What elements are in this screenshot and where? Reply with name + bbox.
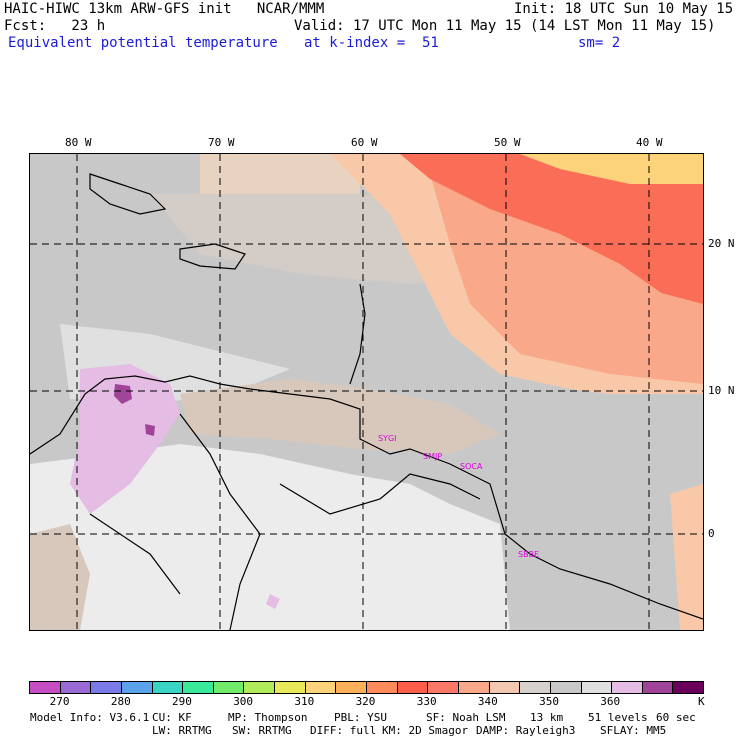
field-region-magenta xyxy=(114,384,132,404)
field-region-lavender-2 xyxy=(266,594,280,609)
station-sbbe: SBBE xyxy=(518,550,539,559)
station-soca: SOCA xyxy=(460,462,483,471)
field-name: Equivalent potential temperature xyxy=(8,35,278,51)
colorbar-swatch xyxy=(183,682,214,693)
colorbar-swatch xyxy=(244,682,276,693)
colorbar-tick-label: 290 xyxy=(172,695,192,708)
field-region-lavender xyxy=(70,364,180,514)
lon-label-70w: 70 W xyxy=(208,136,235,149)
colorbar-unit: K xyxy=(698,695,705,708)
lon-label-60w: 60 W xyxy=(351,136,378,149)
lon-label-40w: 40 W xyxy=(636,136,663,149)
border-line-2 xyxy=(179,413,261,630)
field-region-red xyxy=(400,154,703,304)
lat-label-20n: 20 N xyxy=(708,237,735,250)
colorbar-swatch xyxy=(520,682,551,693)
colorbar-swatch xyxy=(305,682,337,693)
colorbar-tick-label: 320 xyxy=(355,695,376,708)
cuba-coast xyxy=(89,173,167,215)
lat-label-0: 0 xyxy=(708,527,715,540)
colorbar-swatch xyxy=(428,682,459,693)
colorbar-tick-label: 300 xyxy=(233,695,254,708)
field-region-orange xyxy=(520,154,703,184)
field-region-peach-se xyxy=(670,484,703,630)
field-region-tan xyxy=(180,379,500,454)
colorbar-tick-label: 280 xyxy=(110,695,131,708)
colorbar-swatch xyxy=(275,682,306,693)
station-sygi: SYGI xyxy=(378,434,397,443)
colorbar-swatch xyxy=(91,682,122,693)
field-region-gray-tongue xyxy=(500,394,703,464)
colorbar-swatch xyxy=(673,682,704,693)
theta-e-field: SYGI SMJP SOCA SBBE xyxy=(30,154,703,630)
field-region-magenta-2 xyxy=(145,424,155,436)
colorbar-tick-label: 340 xyxy=(477,695,498,708)
level-index: at k-index = 51 xyxy=(304,35,439,51)
colorbar-swatch xyxy=(458,682,490,693)
footer-lw: LW: RRTMG xyxy=(152,724,212,737)
colorbar-swatch xyxy=(642,682,674,693)
south-america-coast xyxy=(30,375,703,620)
colorbar-swatch xyxy=(581,682,613,693)
forecast-hour: Fcst: 23 h xyxy=(4,18,106,34)
colorbar-tick-label: 350 xyxy=(539,695,559,708)
border-line-3 xyxy=(89,513,181,595)
colorbar-swatch xyxy=(121,682,153,693)
footer-km: KM: 2D Smagor xyxy=(382,724,469,737)
footer-sflay: SFLAY: MM5 xyxy=(600,724,667,737)
colorbar-swatch xyxy=(213,682,245,693)
colorbar-swatch xyxy=(60,682,92,693)
coastlines xyxy=(30,173,703,630)
footer-sf: SF: Noah LSM xyxy=(426,711,506,724)
footer-resolution: 13 km xyxy=(530,711,564,724)
footer-diff: DIFF: full xyxy=(310,724,377,737)
smoothing: sm= 2 xyxy=(578,35,621,51)
footer-mp: MP: Thompson xyxy=(228,711,308,724)
colorbar-swatch xyxy=(397,682,429,693)
footer-sw: SW: RRTMG xyxy=(232,724,292,737)
colorbar-swatch xyxy=(550,682,582,693)
colorbar-swatch xyxy=(367,682,398,693)
lat-label-10n: 10 N xyxy=(708,384,735,397)
footer-damp: DAMP: Rayleigh3 xyxy=(476,724,576,737)
footer-cu: CU: KF xyxy=(152,711,192,724)
colorbar-swatch xyxy=(612,682,643,693)
colorbar xyxy=(29,681,704,694)
colorbar-swatch xyxy=(152,682,184,693)
footer-levels: 51 levels xyxy=(588,711,648,724)
colorbar-swatch xyxy=(30,682,61,693)
colorbar-tick-label: 310 xyxy=(294,695,315,708)
footer-timestep: 60 sec xyxy=(656,711,696,724)
field-region-salmon-2 xyxy=(590,274,703,334)
border-line-1 xyxy=(279,473,481,515)
colorbar-tick-label: 330 xyxy=(416,695,437,708)
grid-lines xyxy=(30,154,703,630)
field-region-tan-sw xyxy=(30,524,90,630)
valid-time: Valid: 17 UTC Mon 11 May 15 (14 LST Mon … xyxy=(294,18,716,34)
colorbar-swatch xyxy=(489,682,521,693)
station-smjp: SMJP xyxy=(423,452,442,461)
colorbar-swatch xyxy=(336,682,368,693)
model-title: HAIC-HIWC 13km ARW-GFS init NCAR/MMM xyxy=(4,1,325,17)
init-time: Init: 18 UTC Sun 10 May 15 xyxy=(514,1,734,17)
lon-label-80w: 80 W xyxy=(65,136,92,149)
colorbar-tick-label: 360 xyxy=(600,695,621,708)
colorbar-tick-label: 270 xyxy=(49,695,70,708)
footer-model-info: Model Info: V3.6.1 xyxy=(30,711,150,724)
lon-label-50w: 50 W xyxy=(494,136,521,149)
footer-pbl: PBL: YSU xyxy=(334,711,387,724)
map-panel: SYGI SMJP SOCA SBBE xyxy=(29,153,704,631)
